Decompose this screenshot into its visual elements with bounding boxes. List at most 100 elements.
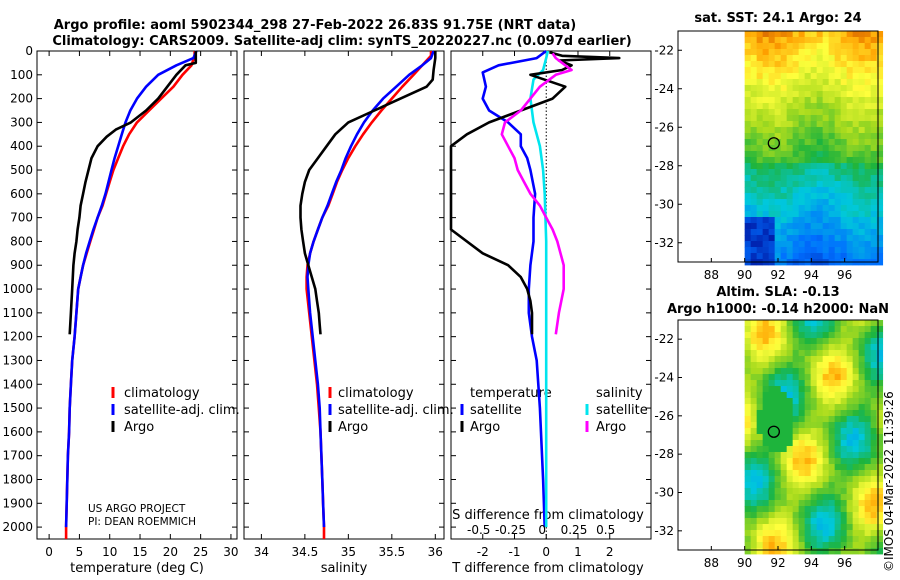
- m2-pixel: [768, 386, 776, 393]
- m2-pixel: [792, 488, 800, 495]
- m2-pixel: [744, 524, 752, 531]
- m1-pixel: [852, 223, 860, 230]
- m2-pixel: [768, 416, 776, 423]
- m1-pixel: [750, 217, 758, 224]
- m2-pixel: [870, 536, 878, 543]
- m2-pixel: [768, 428, 776, 435]
- m1-pixel: [798, 79, 806, 86]
- m2-pixel: [756, 350, 764, 357]
- m2-pixel: [852, 464, 860, 471]
- m1-pixel: [828, 109, 836, 116]
- m2-pixel: [834, 482, 842, 489]
- m1-pixel: [816, 133, 824, 140]
- m1-pixel: [870, 85, 878, 92]
- m2-pixel: [786, 470, 794, 477]
- m2-pixel: [786, 332, 794, 339]
- m1-pixel: [822, 115, 830, 122]
- m1-pixel: [810, 97, 818, 104]
- m1-pixel: [810, 139, 818, 146]
- m2-pixel: [834, 512, 842, 519]
- m1-pixel: [780, 139, 788, 146]
- m1-pixel: [852, 91, 860, 98]
- m1-pixel: [750, 175, 758, 182]
- m1-pixel: [864, 61, 872, 68]
- m2-pixel: [876, 536, 884, 543]
- m1-pixel: [840, 127, 848, 134]
- m1-pixel: [840, 91, 848, 98]
- m2-pixel: [864, 512, 872, 519]
- m2-pixel: [816, 506, 824, 513]
- depth-tick-label: 1600: [2, 425, 33, 439]
- m2-pixel: [852, 440, 860, 447]
- m1-pixel: [810, 223, 818, 230]
- m1-pixel: [792, 169, 800, 176]
- sla-map: Altim. SLA: -0.13 Argo h1000: -0.14 h200…: [654, 285, 889, 570]
- m1-pixel: [804, 79, 812, 86]
- m2-pixel: [852, 326, 860, 333]
- m2-pixel: [786, 458, 794, 465]
- m2-pixel: [852, 398, 860, 405]
- m1-pixel: [774, 169, 782, 176]
- m2-pixel: [798, 344, 806, 351]
- m1-pixel: [798, 181, 806, 188]
- m2-pixel: [858, 368, 866, 375]
- m1-pixel: [750, 55, 758, 62]
- m1-pixel: [792, 73, 800, 80]
- m1-pixel: [762, 163, 770, 170]
- m2-pixel: [756, 452, 764, 459]
- m2-pixel: [768, 464, 776, 471]
- m1-pixel: [840, 253, 848, 260]
- m1-pixel: [870, 37, 878, 44]
- m2-pixel: [810, 386, 818, 393]
- m2-pixel: [870, 452, 878, 459]
- m1-pixel: [786, 253, 794, 260]
- m2-pixel: [834, 440, 842, 447]
- m2-pixel: [834, 392, 842, 399]
- m2-pixel: [876, 386, 884, 393]
- m1-pixel: [798, 103, 806, 110]
- m1-pixel: [786, 217, 794, 224]
- m2-pixel: [762, 386, 770, 393]
- m1-pixel: [876, 229, 884, 236]
- m1-pixel: [822, 133, 830, 140]
- s-difference-tick-label: 0.25: [561, 523, 588, 537]
- depth-tick-label: 1400: [2, 377, 33, 391]
- m1-pixel: [816, 193, 824, 200]
- m1-pixel: [846, 175, 854, 182]
- m1-pixel: [816, 121, 824, 128]
- m2-pixel: [804, 446, 812, 453]
- m1-pixel: [756, 187, 764, 194]
- m2-pixel: [858, 476, 866, 483]
- m2-pixel: [834, 446, 842, 453]
- m1-pixel: [852, 211, 860, 218]
- m2-pixel: [828, 380, 836, 387]
- m1-pixel: [804, 151, 812, 158]
- m1-pixel: [816, 109, 824, 116]
- m2-pixel: [792, 350, 800, 357]
- m2-pixel: [822, 368, 830, 375]
- m1-pixel: [786, 229, 794, 236]
- m1-pixel: [804, 247, 812, 254]
- m1-pixel: [792, 181, 800, 188]
- depth-tick-label: 300: [10, 115, 33, 129]
- m2-pixel: [774, 512, 782, 519]
- m1-pixel: [774, 211, 782, 218]
- m2-pixel: [786, 368, 794, 375]
- m1-pixel: [762, 97, 770, 104]
- m1-pixel: [762, 187, 770, 194]
- m1-pixel: [786, 139, 794, 146]
- m1-pixel: [750, 127, 758, 134]
- m1-pixel: [768, 121, 776, 128]
- m2-pixel: [828, 326, 836, 333]
- salinity-axes-frame: [243, 50, 445, 540]
- m2-pixel: [858, 488, 866, 495]
- m2-pixel: [792, 446, 800, 453]
- m2-pixel: [774, 362, 782, 369]
- m2-pixel: [798, 470, 806, 477]
- m1-pixel: [786, 61, 794, 68]
- m1-pixel: [852, 175, 860, 182]
- m1-pixel: [858, 55, 866, 62]
- m2-pixel: [762, 362, 770, 369]
- m1-pixel: [864, 121, 872, 128]
- m2-pixel: [810, 404, 818, 411]
